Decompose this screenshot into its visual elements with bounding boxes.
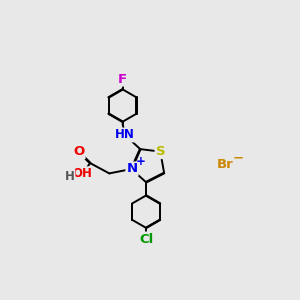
Text: −: −	[232, 151, 244, 164]
Text: OH: OH	[72, 167, 92, 180]
Text: O: O	[73, 146, 85, 158]
Text: F: F	[118, 73, 127, 85]
Text: Cl: Cl	[139, 232, 153, 245]
Text: +: +	[136, 155, 146, 168]
Text: Br: Br	[217, 158, 233, 171]
Text: H: H	[64, 170, 74, 183]
Text: HN: HN	[115, 128, 135, 142]
Text: S: S	[155, 145, 165, 158]
Text: N: N	[126, 163, 137, 176]
